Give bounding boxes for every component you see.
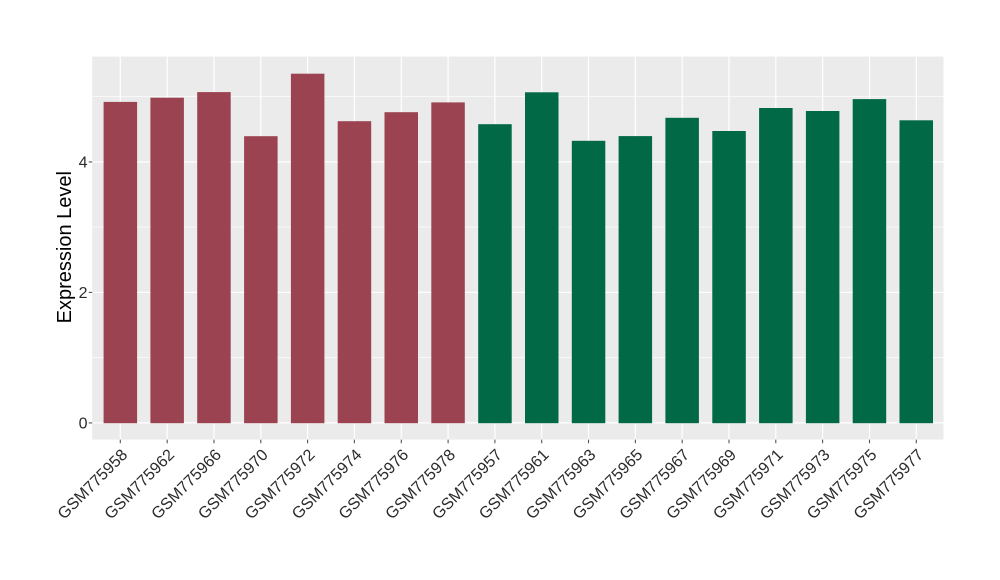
svg-text:0: 0 xyxy=(79,415,88,432)
svg-text:2: 2 xyxy=(79,285,88,302)
svg-text:Expression Level: Expression Level xyxy=(54,171,76,323)
svg-text:4: 4 xyxy=(79,154,88,171)
